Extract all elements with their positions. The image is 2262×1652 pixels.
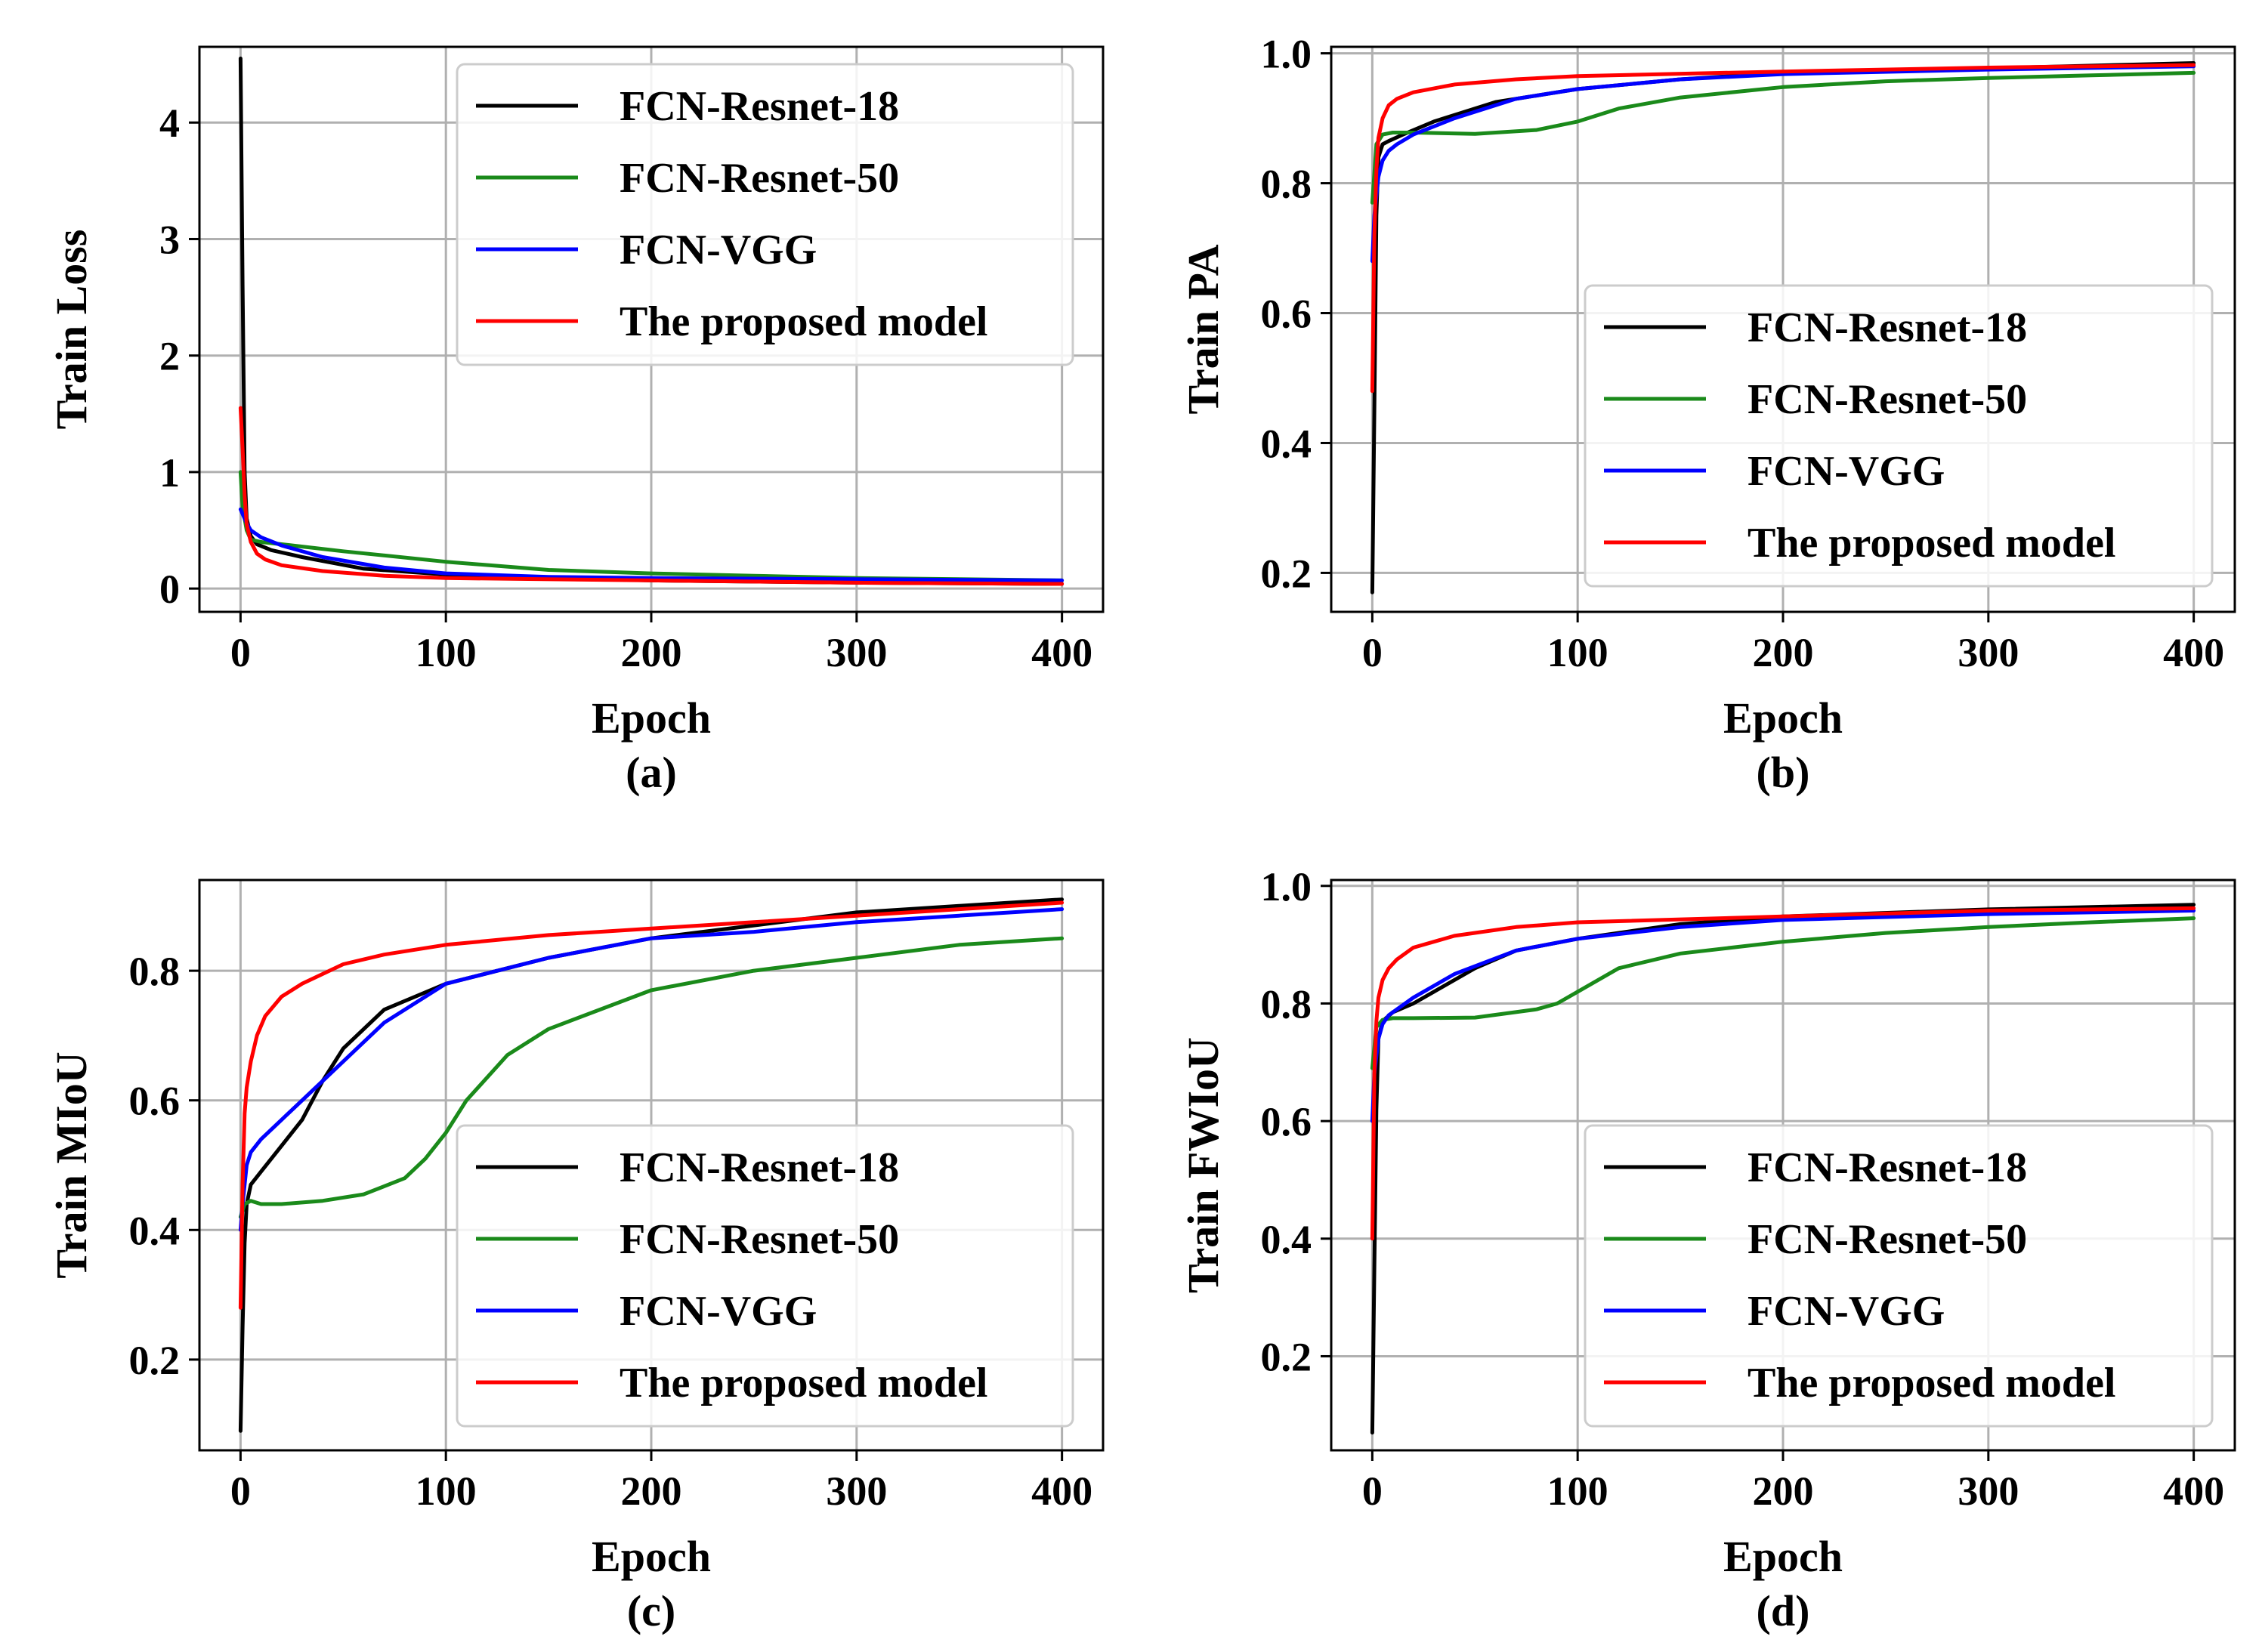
series-line-the-proposed-model [1370, 906, 2196, 1241]
legend: FCN-Resnet-18 FCN-Resnet-50 FCN-VGG The pro… [1584, 1124, 2214, 1428]
panel-d: 0 100 200 300 400 0.2 0.4 0.6 0.8 1.0 Epoch (d) Trai… [1179, 864, 2236, 1635]
y-tick-label: 1.0 [1261, 864, 1312, 909]
panel-caption: (c) [627, 1586, 675, 1635]
x-tick-label: 300 [1958, 1468, 2019, 1514]
legend-label: FCN-Resnet-50 [1747, 376, 2027, 423]
panel-caption: (d) [1757, 1586, 1810, 1635]
legend: FCN-Resnet-18 FCN-Resnet-50 FCN-VGG The pro… [1584, 284, 2214, 588]
y-tick-label: 0.4 [1261, 421, 1312, 466]
x-tick-label: 200 [621, 630, 682, 675]
series-line-fcn-resnet-50 [238, 936, 1065, 1219]
y-tick-label: 3 [159, 217, 180, 262]
x-tick-label: 400 [1031, 630, 1092, 675]
x-axis-label: Epoch [592, 693, 711, 743]
legend-box [1584, 1124, 2214, 1428]
legend-label: FCN-Resnet-50 [620, 1216, 899, 1263]
y-tick-label: 1.0 [1261, 32, 1312, 77]
x-tick-label: 200 [1753, 630, 1814, 675]
series-line-fcn-resnet-18 [238, 897, 1065, 1433]
panel-a: 0 100 200 300 400 0 1 2 3 4 Epoch (a) Train Loss FCN-… [47, 45, 1105, 797]
legend-label: FCN-VGG [1747, 448, 1945, 495]
legend-label: FCN-Resnet-18 [1747, 1144, 2027, 1191]
y-tick-label: 2 [159, 334, 180, 379]
y-axis-label: Train MIoU [47, 1051, 96, 1278]
y-tick-label: 0.2 [1261, 551, 1312, 596]
legend: FCN-Resnet-18 FCN-Resnet-50 FCN-VGG The pro… [456, 63, 1074, 366]
series-group [1370, 61, 2196, 594]
series-line-fcn-vgg [238, 907, 1065, 1232]
legend-label: FCN-VGG [620, 1288, 817, 1335]
legend-label: FCN-Resnet-18 [620, 83, 899, 130]
series-group [238, 56, 1065, 586]
x-tick-label: 100 [1547, 1468, 1608, 1514]
legend-box [456, 1124, 1074, 1428]
x-tick-label: 100 [416, 630, 477, 675]
y-tick-label: 0.2 [1261, 1334, 1312, 1379]
legend-label: FCN-Resnet-50 [620, 155, 899, 202]
x-tick-label: 400 [2163, 630, 2224, 675]
series-line-fcn-vgg [1370, 909, 2196, 1123]
legend-label: The proposed model [1747, 1360, 2115, 1407]
legend-label: The proposed model [620, 298, 987, 345]
x-tick-label: 0 [1362, 630, 1383, 675]
x-tick-label: 0 [230, 1468, 251, 1514]
y-tick-label: 4 [159, 100, 180, 146]
x-tick-label: 400 [1031, 1468, 1092, 1514]
series-group [238, 897, 1065, 1433]
legend-label: FCN-Resnet-18 [620, 1144, 899, 1191]
x-tick-label: 200 [1753, 1468, 1814, 1514]
x-tick-label: 0 [230, 630, 251, 675]
y-axis-label: Train PA [1179, 244, 1228, 414]
series-line-fcn-resnet-50 [1370, 70, 2196, 205]
x-axis-label: Epoch [1723, 1532, 1843, 1581]
x-tick-label: 200 [621, 1468, 682, 1514]
legend-box [456, 63, 1074, 366]
y-tick-label: 0.4 [129, 1208, 181, 1253]
legend-label: FCN-Resnet-18 [1747, 304, 2027, 351]
x-tick-label: 0 [1362, 1468, 1383, 1514]
y-tick-label: 0.6 [1261, 292, 1312, 337]
legend-label: The proposed model [620, 1360, 987, 1407]
x-tick-label: 300 [826, 630, 887, 675]
series-line-the-proposed-model [1370, 63, 2196, 394]
legend-label: FCN-VGG [1747, 1288, 1945, 1335]
panel-caption: (a) [626, 748, 677, 797]
panel-caption: (b) [1757, 748, 1810, 797]
y-axis-label: Train FWIoU [1179, 1037, 1228, 1293]
legend-box [1584, 284, 2214, 588]
y-tick-label: 0.8 [129, 949, 181, 994]
x-tick-label: 100 [416, 1468, 477, 1514]
x-tick-label: 100 [1547, 630, 1608, 675]
y-tick-label: 0.4 [1261, 1217, 1312, 1262]
y-axis-label: Train Loss [47, 230, 96, 430]
panel-c: 0 100 200 300 400 0.2 0.4 0.6 0.8 Epoch (c) Train M… [47, 878, 1105, 1635]
y-tick-label: 0 [159, 567, 180, 612]
x-tick-label: 400 [2163, 1468, 2224, 1514]
x-tick-label: 300 [1958, 630, 2019, 675]
legend: FCN-Resnet-18 FCN-Resnet-50 FCN-VGG The pro… [456, 1124, 1074, 1428]
legend-label: FCN-Resnet-50 [1747, 1216, 2027, 1263]
series-line-the-proposed-model [238, 406, 1065, 586]
legend-label: FCN-VGG [620, 227, 817, 273]
series-line-fcn-vgg [1370, 64, 2196, 264]
y-tick-label: 0.8 [1261, 162, 1312, 207]
y-tick-label: 0.6 [1261, 1099, 1312, 1144]
series-group [1370, 903, 2196, 1435]
y-tick-label: 0.6 [129, 1079, 181, 1124]
x-axis-label: Epoch [592, 1532, 711, 1581]
panel-b: 0 100 200 300 400 0.2 0.4 0.6 0.8 1.0 Epoch (b) Trai… [1179, 32, 2236, 797]
y-tick-label: 1 [159, 450, 180, 496]
series-line-the-proposed-model [238, 900, 1065, 1310]
x-tick-label: 300 [826, 1468, 887, 1514]
y-tick-label: 0.8 [1261, 981, 1312, 1027]
y-tick-label: 0.2 [129, 1338, 181, 1383]
legend-label: The proposed model [1747, 520, 2115, 567]
x-axis-label: Epoch [1723, 693, 1843, 743]
